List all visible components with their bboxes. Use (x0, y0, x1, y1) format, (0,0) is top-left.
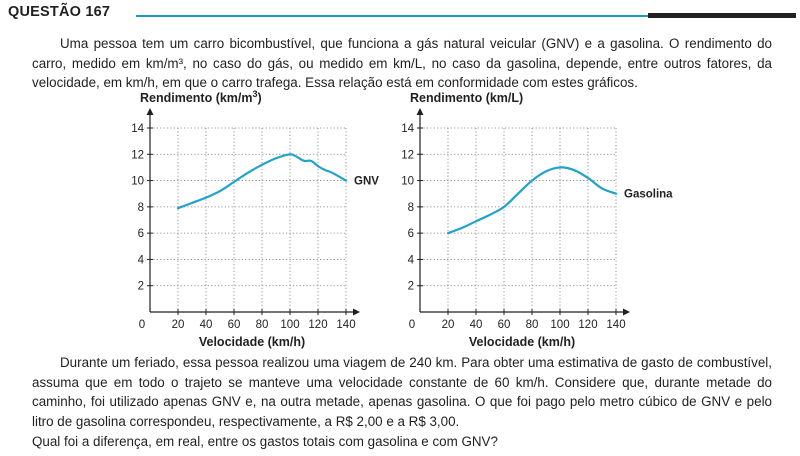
y-axis-title: Rendimento (km/m3) (140, 90, 262, 105)
x-tick-label: 60 (228, 319, 241, 331)
question-text: Qual foi a diferença, em real, entre os … (32, 434, 498, 449)
scenario-paragraph: Durante um feriado, essa pessoa realizou… (32, 355, 772, 429)
x-axis-title: Velocidade (km/h) (199, 335, 305, 349)
x-axis-title: Velocidade (km/h) (469, 335, 575, 349)
y-tick-label: 6 (408, 228, 414, 240)
x-tick-label: 40 (470, 319, 483, 331)
x-tick-label: 40 (200, 319, 213, 331)
x-axis-arrow (353, 308, 360, 316)
y-axis-title: Rendimento (km/L) (410, 91, 523, 105)
x-tick-label: 140 (336, 319, 355, 331)
y-tick-label: 10 (401, 176, 414, 188)
x-tick-label: 60 (498, 319, 511, 331)
y-tick-label: 8 (408, 202, 414, 214)
y-tick-label: 2 (408, 281, 414, 293)
x-tick-label: 80 (526, 319, 539, 331)
series-label-gasolina: Gasolina (624, 189, 673, 201)
header-rule-accent (648, 13, 796, 18)
series-line-gnv (176, 153, 348, 210)
intro-paragraph: Uma pessoa tem um carro bicombustível, q… (32, 36, 772, 90)
x-tick-label: 140 (606, 319, 625, 331)
origin-label: 0 (139, 319, 145, 331)
x-tick-label: 120 (308, 319, 327, 331)
x-tick-label: 20 (442, 319, 455, 331)
y-tick-label: 4 (408, 254, 415, 266)
origin-label: 0 (409, 319, 415, 331)
y-tick-label: 14 (401, 123, 414, 135)
y-tick-label: 2 (138, 281, 144, 293)
series-label-gnv: GNV (354, 176, 379, 188)
x-tick-label: 100 (550, 319, 569, 331)
y-axis-arrow (416, 108, 424, 115)
y-tick-label: 4 (138, 254, 145, 266)
y-axis-arrow (146, 108, 154, 115)
x-tick-label: 20 (172, 319, 185, 331)
y-tick-label: 12 (401, 149, 414, 161)
y-tick-label: 6 (138, 228, 144, 240)
y-tick-label: 12 (131, 149, 144, 161)
y-tick-label: 10 (131, 176, 144, 188)
x-tick-label: 100 (280, 319, 299, 331)
x-axis-arrow (623, 308, 630, 316)
header-rule (136, 15, 656, 17)
y-tick-label: 8 (138, 202, 144, 214)
question-header: QUESTÃO 167 (8, 4, 796, 24)
series-line-gasolina (446, 166, 618, 235)
y-tick-label: 14 (131, 123, 144, 135)
x-tick-label: 120 (578, 319, 597, 331)
x-tick-label: 80 (256, 319, 269, 331)
question-number: QUESTÃO 167 (8, 4, 111, 20)
